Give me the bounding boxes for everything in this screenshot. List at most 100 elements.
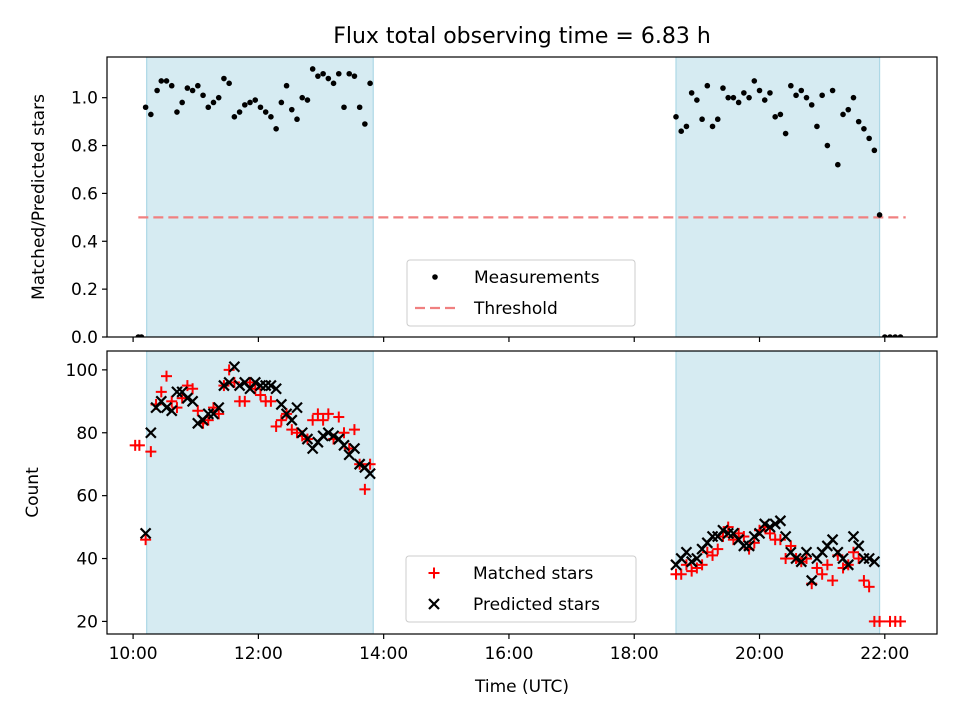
matched-star-marker bbox=[312, 408, 324, 420]
measurement-point bbox=[304, 97, 311, 103]
matched-star-marker bbox=[764, 527, 776, 539]
predicted-marker-d2 bbox=[852, 540, 865, 552]
y-tick-label: 0.6 bbox=[71, 184, 98, 204]
predicted-marker-d2 bbox=[863, 552, 875, 565]
measurement-point bbox=[887, 334, 893, 337]
predicted-marker-d2 bbox=[826, 533, 839, 546]
measurement-point bbox=[714, 116, 721, 123]
predicted-marker-d2 bbox=[212, 401, 225, 414]
matched-star-marker bbox=[171, 402, 183, 414]
measurement-point bbox=[226, 80, 232, 87]
predicted-star-marker bbox=[265, 379, 277, 392]
measurement-point bbox=[756, 87, 763, 94]
matched-star-marker bbox=[223, 364, 235, 376]
predicted-marker-d2 bbox=[233, 379, 246, 392]
measurement-point bbox=[683, 123, 690, 130]
predicted-marker-d2 bbox=[275, 398, 288, 411]
predicted-star-marker bbox=[795, 555, 808, 568]
predicted-star-marker bbox=[192, 417, 204, 430]
measurement-point bbox=[315, 73, 321, 79]
matched-star-marker bbox=[863, 581, 875, 593]
predicted-star-marker bbox=[805, 574, 818, 587]
legend-measurement-marker bbox=[432, 274, 438, 280]
measurement-point bbox=[283, 82, 290, 89]
measurement-point bbox=[850, 94, 857, 101]
observing-window-span bbox=[675, 351, 881, 634]
measurement-point bbox=[767, 90, 773, 96]
measurement-point bbox=[803, 94, 810, 101]
predicted-star-marker bbox=[160, 401, 173, 414]
predicted-star-marker bbox=[691, 552, 703, 565]
matched-star-marker bbox=[847, 546, 859, 558]
measurement-point bbox=[741, 90, 747, 96]
y-tick-label: 0.2 bbox=[71, 280, 98, 300]
predicted-marker-d2 bbox=[680, 546, 693, 559]
measurement-point bbox=[320, 70, 326, 77]
matched-star-marker bbox=[317, 414, 329, 426]
y-tick-label: 0.8 bbox=[71, 137, 98, 157]
y-tick-label: 0.0 bbox=[71, 328, 98, 348]
x-tick-label: 14:00 bbox=[359, 644, 408, 664]
matched-star-marker bbox=[254, 389, 266, 401]
predicted-star-marker bbox=[764, 521, 776, 533]
measurement-point bbox=[845, 106, 852, 113]
predicted-star-marker bbox=[779, 530, 792, 543]
x-tick-label: 16:00 bbox=[484, 644, 533, 664]
matched-star-marker bbox=[333, 411, 345, 423]
measurement-point bbox=[709, 123, 716, 130]
predicted-marker-d2 bbox=[785, 546, 797, 559]
predicted-marker-d2 bbox=[774, 515, 787, 527]
y-axis-label: Matched/Predicted stars bbox=[29, 94, 49, 300]
matched-star-marker bbox=[816, 568, 828, 580]
matched-star-marker bbox=[696, 559, 708, 571]
predicted-marker-d2 bbox=[228, 360, 241, 373]
predicted-star-marker bbox=[233, 379, 246, 392]
predicted-marker-d2 bbox=[805, 574, 818, 587]
y-axis-label: Count bbox=[23, 467, 43, 518]
predicted-star-marker bbox=[228, 360, 241, 373]
matched-star-marker bbox=[364, 458, 376, 470]
measurement-point bbox=[876, 212, 883, 218]
chart-title: Flux total observing time = 6.83 h bbox=[333, 24, 711, 49]
predicted-star-marker bbox=[286, 414, 298, 426]
measurement-point bbox=[673, 114, 679, 120]
measurement-point bbox=[861, 125, 867, 132]
predicted-marker-d2 bbox=[327, 430, 340, 442]
measurement-point bbox=[294, 116, 300, 123]
predicted-marker-d2 bbox=[837, 552, 849, 565]
matched-star-marker bbox=[270, 420, 282, 432]
observing-window-span bbox=[146, 57, 374, 337]
predicted-marker-d2 bbox=[186, 395, 199, 408]
matched-star-marker bbox=[265, 395, 277, 407]
measurement-point bbox=[236, 109, 243, 115]
predicted-star-marker bbox=[774, 515, 787, 527]
measurement-point bbox=[335, 70, 342, 77]
measurement-point bbox=[704, 82, 711, 89]
predicted-marker-d2 bbox=[691, 552, 703, 565]
measurement-point bbox=[746, 94, 752, 101]
ratio-panel: 0.0 0.2 0.4 0.6 0.8 1.0 Matched/Predicted star… bbox=[29, 56, 938, 348]
predicted-marker-d2 bbox=[160, 401, 173, 414]
predicted-marker-d2 bbox=[239, 376, 251, 389]
matched-star-marker bbox=[338, 427, 350, 439]
predicted-star-marker bbox=[800, 546, 813, 559]
axes-frame bbox=[106, 350, 938, 635]
predicted-marker-d2 bbox=[223, 376, 235, 389]
predicted-marker-d2 bbox=[270, 382, 282, 395]
measurement-point bbox=[824, 142, 831, 149]
measurement-point bbox=[699, 116, 705, 123]
measurement-point bbox=[148, 111, 154, 118]
matched-star-marker bbox=[140, 534, 152, 546]
predicted-marker-d2 bbox=[753, 527, 766, 540]
predicted-marker-d2 bbox=[868, 555, 881, 568]
predicted-star-marker bbox=[275, 398, 288, 411]
measurement-point bbox=[840, 111, 846, 118]
measurement-point bbox=[205, 104, 212, 111]
predicted-star-marker bbox=[249, 376, 262, 389]
measurement-point bbox=[163, 78, 170, 84]
measurement-point bbox=[288, 106, 295, 113]
measurement-point bbox=[892, 334, 899, 337]
predicted-star-marker bbox=[790, 552, 802, 565]
measurement-point bbox=[346, 70, 353, 77]
measurement-point bbox=[751, 78, 758, 84]
